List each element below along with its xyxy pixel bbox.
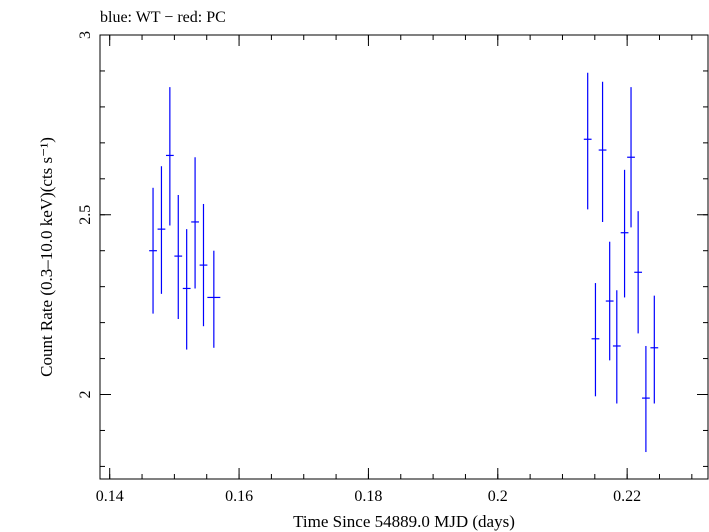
data-point xyxy=(612,290,621,404)
data-point xyxy=(650,295,659,404)
y-axis-title: Count Rate (0.3–10.0 keV)(cts s⁻¹) xyxy=(37,137,56,377)
y-tick-label: 3 xyxy=(77,31,94,39)
x-axis-title: Time Since 54889.0 MJD (days) xyxy=(293,512,515,531)
y-tick-labels: 22.53 xyxy=(77,31,94,399)
data-points xyxy=(149,72,659,453)
chart-header-note: blue: WT − red: PC xyxy=(100,9,226,26)
x-tick-label: 0.18 xyxy=(354,488,382,505)
data-point xyxy=(598,81,607,222)
data-point xyxy=(620,169,629,298)
data-point xyxy=(165,87,174,226)
x-tick-label: 0.22 xyxy=(613,488,641,505)
y-tick-label: 2 xyxy=(77,391,94,399)
data-point xyxy=(642,345,650,453)
data-point xyxy=(157,166,166,294)
data-point xyxy=(605,241,614,361)
data-point xyxy=(182,229,191,350)
x-tick-label: 0.2 xyxy=(488,488,508,505)
x-tick-labels: 0.14 0.16 0.18 0.2 0.22 xyxy=(96,488,641,505)
data-point xyxy=(583,72,592,210)
axis-ticks xyxy=(100,34,708,479)
data-point xyxy=(199,203,208,327)
y-tick-label: 2.5 xyxy=(77,205,94,225)
data-point xyxy=(207,250,221,348)
plot-frame xyxy=(99,34,709,480)
data-point xyxy=(627,87,635,228)
data-point xyxy=(191,157,199,289)
data-point xyxy=(634,211,643,334)
data-point xyxy=(149,187,157,314)
data-point xyxy=(591,283,600,397)
x-tick-label: 0.16 xyxy=(225,488,253,505)
data-point xyxy=(174,194,183,320)
x-tick-label: 0.14 xyxy=(96,488,124,505)
